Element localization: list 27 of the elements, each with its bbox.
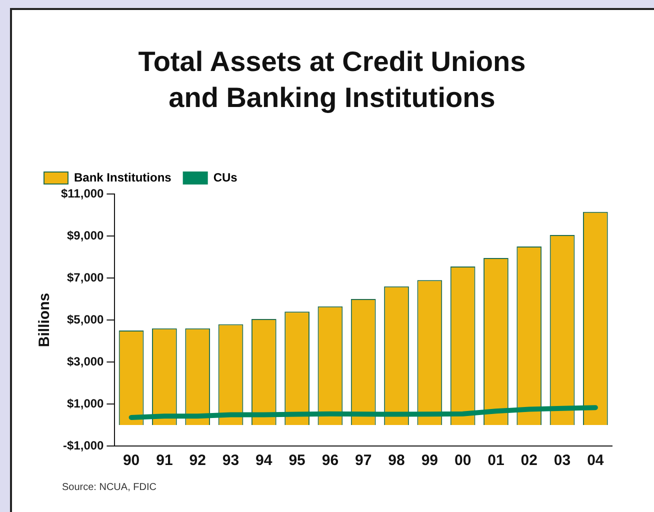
- y-tick-label: $1,000: [67, 396, 104, 410]
- y-tick-label: $5,000: [67, 312, 104, 326]
- x-tick-label: 04: [587, 452, 604, 470]
- x-tick-label: 00: [454, 452, 472, 470]
- legend-label: Bank Institutions: [74, 170, 172, 184]
- y-tick-label: $3,000: [67, 354, 104, 368]
- legend-label: CUs: [213, 170, 238, 184]
- x-tick-label: 99: [421, 452, 438, 470]
- y-tick-label: -$1,000: [63, 438, 104, 452]
- x-tick-label: 01: [488, 452, 504, 470]
- x-tick-label: 90: [122, 452, 140, 470]
- x-tick-label: 03: [554, 452, 571, 470]
- y-axis-title: Billions: [36, 292, 54, 348]
- y-tick-label: $7,000: [67, 270, 104, 284]
- x-tick-label: 98: [388, 452, 405, 470]
- x-tick-label: 94: [256, 452, 273, 470]
- x-tick-label: 95: [288, 452, 306, 470]
- x-tick-label: 96: [322, 452, 339, 470]
- x-tick-label: 93: [222, 452, 240, 470]
- x-tick-label: 91: [156, 452, 173, 470]
- y-tick-label: $11,000: [60, 186, 104, 200]
- chart-title: Total Assets at Credit Unions and Banking Institutions: [137, 45, 527, 115]
- y-tick-label: $9,000: [67, 228, 104, 242]
- x-tick-label: 02: [520, 452, 538, 470]
- x-tick-label: 97: [355, 452, 372, 470]
- source-note: Source: NCUA, FDIC: [62, 482, 156, 493]
- x-tick-label: 92: [189, 452, 206, 470]
